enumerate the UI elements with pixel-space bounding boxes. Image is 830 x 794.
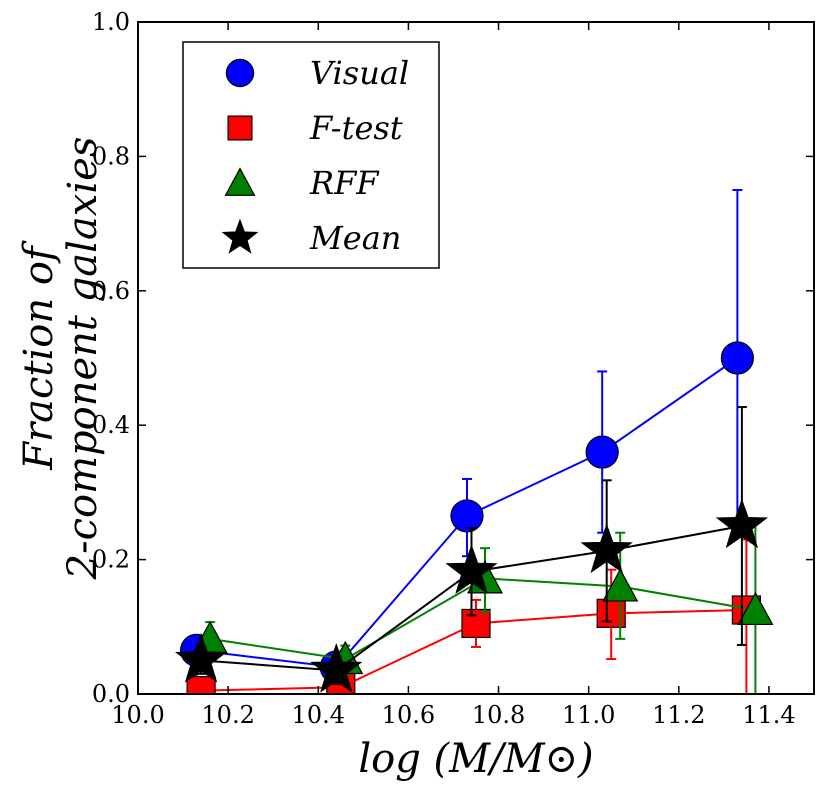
x-tick-label: 10.0 [111, 701, 164, 729]
legend-box [182, 41, 440, 269]
x-tick-label: 10.6 [382, 701, 435, 729]
x-tick-label: 11.0 [562, 701, 615, 729]
data-point-visual [720, 341, 754, 375]
x-tick-label: 10.4 [292, 701, 345, 729]
y-tick-label: 0.8 [92, 142, 130, 170]
legend-label-mean: Mean [309, 219, 401, 257]
legend-entry-mean: Mean [221, 218, 401, 257]
y-tick-label: 0.6 [92, 277, 130, 305]
data-point-mean [580, 523, 633, 574]
y-tick-label: 0.2 [92, 546, 130, 574]
data-point-mean [715, 498, 769, 549]
y-tick-label: 0.0 [92, 680, 130, 708]
axes: 10.0 10.2 10.4 10.6 10.8 11.0 11.2 11.4 0.0 0.2 0.… [16, 8, 815, 782]
series-rff [192, 521, 774, 694]
data-point-visual [450, 499, 484, 533]
legend-label-visual: Visual [310, 54, 409, 92]
x-tick-label: 10.8 [472, 701, 525, 729]
y-tick-label: 0.4 [92, 411, 130, 439]
legend-marker-f-test [227, 115, 253, 141]
plot-area [174, 189, 774, 694]
x-tick-label: 11.2 [652, 701, 705, 729]
plot-data [174, 189, 774, 694]
data-point-visual [585, 435, 619, 469]
y-axis-title: Fraction of [16, 240, 62, 471]
data-point-mean [310, 643, 363, 693]
x-tick-label: 11.4 [742, 701, 795, 729]
x-tick-label: 10.2 [201, 701, 254, 729]
data-point-rff [602, 568, 639, 602]
legend-entry-f-test: F-test [227, 109, 403, 147]
legend-marker-visual [225, 58, 255, 88]
data-point-mean [174, 632, 228, 683]
legend-entry-visual: Visual [225, 54, 409, 92]
legend: Visual F-test RFF Mean [182, 41, 440, 269]
x-axis-title: log (M/M⊙) [358, 736, 593, 782]
data-point-mean [445, 544, 498, 594]
legend-marker-mean [221, 218, 259, 254]
data-point-f-test [186, 676, 216, 694]
legend-marker-rff [224, 167, 256, 196]
legend-label-rff: RFF [309, 164, 380, 202]
axes-frame [137, 21, 815, 695]
legend-entry-rff: RFF [224, 164, 380, 202]
series-mean [174, 406, 769, 693]
data-point-f-test [461, 608, 491, 639]
y-tick-label: 1.0 [92, 8, 130, 36]
y-axis-title: 2-component galaxies [60, 137, 106, 581]
legend-label-f-test: F-test [309, 109, 403, 147]
data-point-rff [737, 591, 774, 626]
